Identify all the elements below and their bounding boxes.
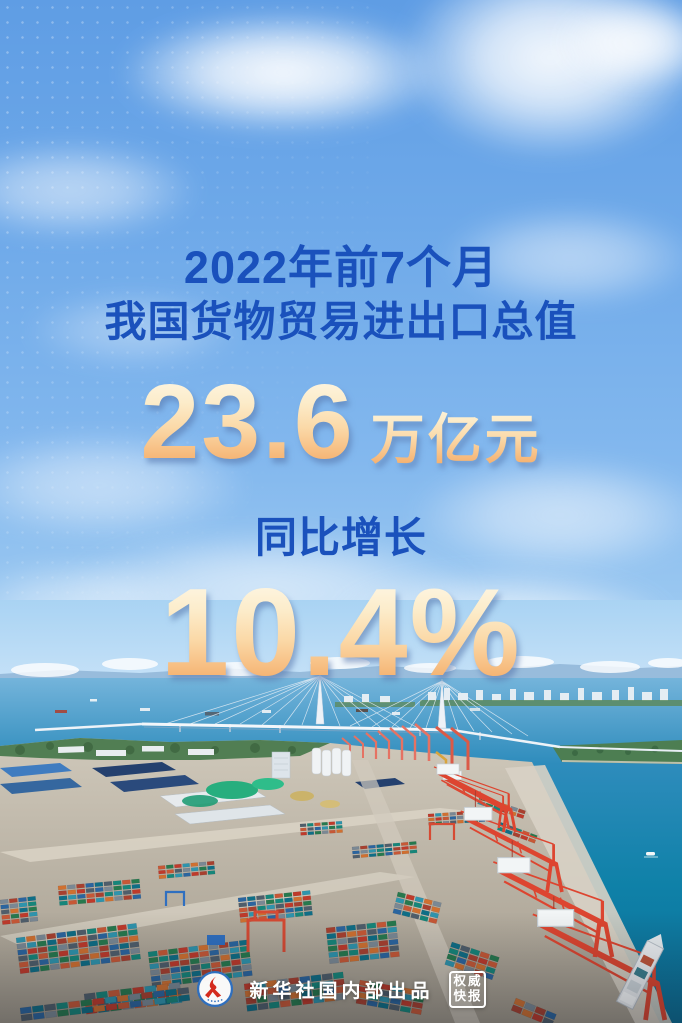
xinhua-logo	[197, 970, 234, 1008]
dot-pattern	[0, 0, 370, 690]
small-boat	[644, 852, 658, 858]
cloud	[24, 290, 244, 370]
growth-value: 10.4%	[0, 571, 682, 695]
port-aerial-photo	[0, 600, 682, 1023]
cloud	[118, 10, 448, 135]
harbor-cranes-small	[341, 723, 470, 776]
stat-panel: 2022年前7个月 我国货物贸易进出口总值 23.6 万亿元 同比增长 10.4…	[0, 242, 682, 695]
title-line-2: 我国货物贸易进出口总值	[104, 298, 578, 345]
coast-greenbelt	[0, 738, 330, 760]
title-line-1: 2022年前7个月	[183, 242, 499, 293]
warehouses	[0, 762, 405, 825]
growth-label: 同比增长	[254, 514, 427, 562]
trade-value-unit: 万亿元	[371, 395, 542, 474]
footer-bar: 新华社国内部出品 权威 快报	[0, 970, 682, 1008]
cloud	[410, 455, 682, 575]
cable-bridge	[34, 672, 682, 752]
publisher-text: 新华社国内部出品	[249, 980, 434, 1002]
bottom-vignette	[0, 912, 682, 1023]
silos	[271, 747, 352, 779]
distant-ships	[55, 699, 480, 716]
authority-badge: 权威 快报	[448, 970, 486, 1008]
badge-line-1: 权威	[453, 974, 483, 988]
badge-line-2: 快报	[453, 989, 483, 1003]
trade-value-row: 23.6 万亿元	[0, 367, 682, 477]
cloud	[0, 430, 250, 540]
cloud	[440, 205, 682, 310]
trade-value: 23.6	[140, 363, 355, 481]
cloud	[0, 140, 200, 240]
